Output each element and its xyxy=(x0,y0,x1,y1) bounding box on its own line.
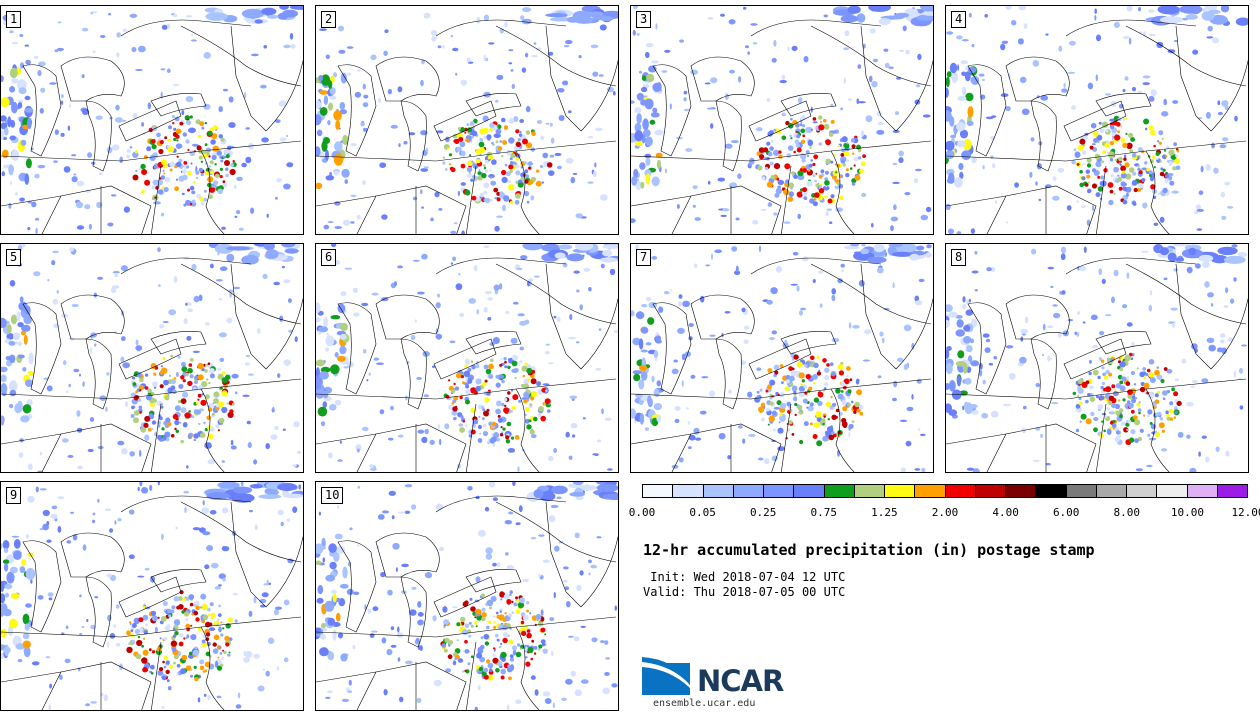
precip-map xyxy=(316,482,618,710)
colorbar-swatch xyxy=(764,485,795,497)
colorbar-tick-label: 0.25 xyxy=(749,506,777,519)
colorbar-swatch xyxy=(1187,485,1218,497)
valid-time: Valid: Thu 2018-07-05 00 UTC xyxy=(643,585,846,599)
postage-stamp-member-8: 8 xyxy=(945,243,1249,473)
precip-map xyxy=(631,244,933,472)
colorbar-swatch xyxy=(824,485,855,497)
colorbar-swatch xyxy=(1006,485,1037,497)
precip-map xyxy=(1,244,303,472)
colorbar-swatch xyxy=(794,485,825,497)
colorbar-swatch xyxy=(1157,485,1188,497)
ncar-logo-icon xyxy=(642,657,690,695)
postage-stamp-member-10: 10 xyxy=(315,481,619,711)
colorbar-swatch xyxy=(1096,485,1127,497)
colorbar-swatch xyxy=(854,485,885,497)
precip-map xyxy=(1,6,303,234)
colorbar-swatch xyxy=(643,485,674,497)
postage-stamp-member-2: 2 xyxy=(315,5,619,235)
member-number-label: 2 xyxy=(321,11,337,28)
postage-stamp-member-7: 7 xyxy=(630,243,934,473)
colorbar-swatch xyxy=(1217,485,1247,497)
member-number-label: 7 xyxy=(636,249,652,266)
member-number-label: 6 xyxy=(321,249,337,266)
colorbar-swatch xyxy=(915,485,946,497)
member-number-label: 5 xyxy=(6,249,22,266)
colorbar-swatch xyxy=(945,485,976,497)
member-number-label: 9 xyxy=(6,487,22,504)
member-number-label: 4 xyxy=(951,11,967,28)
colorbar-tick-label: 1.25 xyxy=(871,506,898,519)
postage-stamp-member-1: 1 xyxy=(0,5,304,235)
ncar-logo-text: NCAR xyxy=(697,664,784,698)
postage-stamp-member-5: 5 xyxy=(0,243,304,473)
precip-map xyxy=(316,6,618,234)
postage-stamp-member-3: 3 xyxy=(630,5,934,235)
colorbar-swatch xyxy=(733,485,764,497)
init-time: Init: Wed 2018-07-04 12 UTC xyxy=(643,570,846,584)
precip-colorbar xyxy=(642,484,1248,498)
precip-map xyxy=(946,244,1248,472)
colorbar-tick-label: 10.00 xyxy=(1170,506,1204,519)
precip-map xyxy=(946,6,1248,234)
postage-stamp-member-6: 6 xyxy=(315,243,619,473)
colorbar-swatch xyxy=(703,485,734,497)
colorbar-swatch xyxy=(1127,485,1158,497)
colorbar-tick-label: 8.00 xyxy=(1113,506,1141,519)
precip-map xyxy=(316,244,618,472)
colorbar-tick-label: 12.00 xyxy=(1231,506,1260,519)
colorbar-tick-label: 2.00 xyxy=(931,506,959,519)
colorbar-swatch xyxy=(673,485,704,497)
member-number-label: 8 xyxy=(951,249,967,266)
colorbar-tick-label: 6.00 xyxy=(1052,506,1080,519)
member-number-label: 3 xyxy=(636,11,652,28)
logo-url: ensemble.ucar.edu xyxy=(653,698,756,709)
colorbar-tick-label: 0.75 xyxy=(810,506,838,519)
precip-map xyxy=(631,6,933,234)
postage-stamp-member-9: 9 xyxy=(0,481,304,711)
colorbar-swatch xyxy=(885,485,916,497)
postage-stamp-member-4: 4 xyxy=(945,5,1249,235)
colorbar-tick-label: 0.00 xyxy=(628,506,656,519)
member-number-label: 1 xyxy=(6,11,22,28)
precip-map xyxy=(1,482,303,710)
member-number-label: 10 xyxy=(321,487,344,504)
plot-title: 12-hr accumulated precipitation (in) pos… xyxy=(643,541,1095,559)
colorbar-swatch xyxy=(1036,485,1067,497)
colorbar-tick-label: 0.05 xyxy=(689,506,716,519)
colorbar-swatch xyxy=(1066,485,1097,497)
colorbar-swatch xyxy=(975,485,1006,497)
colorbar-tick-label: 4.00 xyxy=(992,506,1019,519)
